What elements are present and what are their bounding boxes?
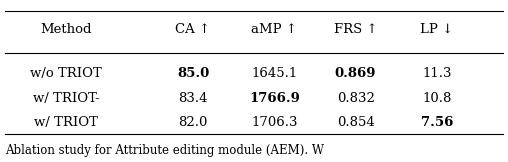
Text: LP ↓: LP ↓ <box>420 23 454 36</box>
Text: 10.8: 10.8 <box>422 92 452 104</box>
Text: w/o TRIOT: w/o TRIOT <box>30 67 102 80</box>
Text: 82.0: 82.0 <box>178 116 208 129</box>
Text: 7.56: 7.56 <box>421 116 453 129</box>
Text: 0.869: 0.869 <box>335 67 376 80</box>
Text: w/ TRIOT: w/ TRIOT <box>34 116 98 129</box>
Text: 11.3: 11.3 <box>422 67 452 80</box>
Text: FRS ↑: FRS ↑ <box>334 23 377 36</box>
Text: 1706.3: 1706.3 <box>251 116 298 129</box>
Text: w/ TRIOT-: w/ TRIOT- <box>33 92 100 104</box>
Text: 0.832: 0.832 <box>337 92 374 104</box>
Text: CA ↑: CA ↑ <box>175 23 211 36</box>
Text: 0.854: 0.854 <box>337 116 374 129</box>
Text: 83.4: 83.4 <box>178 92 208 104</box>
Text: 1645.1: 1645.1 <box>251 67 298 80</box>
Text: Ablation study for Attribute editing module (AEM). W: Ablation study for Attribute editing mod… <box>5 144 324 157</box>
Text: Method: Method <box>40 23 92 36</box>
Text: aMP ↑: aMP ↑ <box>251 23 297 36</box>
Text: 1766.9: 1766.9 <box>249 92 300 104</box>
Text: 85.0: 85.0 <box>177 67 209 80</box>
